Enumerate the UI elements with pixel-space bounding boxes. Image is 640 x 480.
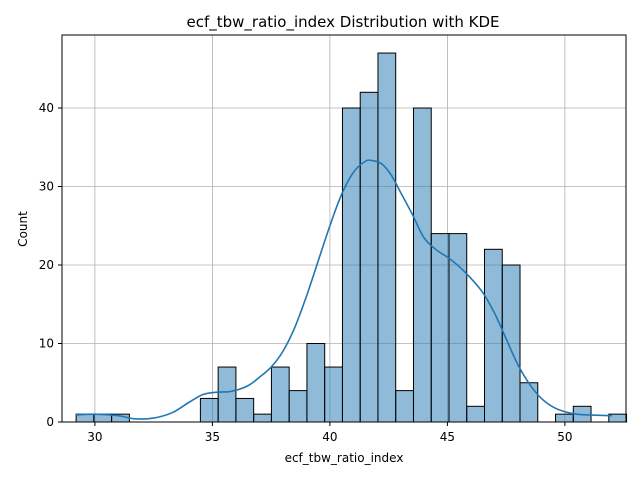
- histogram-bar: [324, 366, 343, 423]
- y-tick-label: 30: [39, 180, 54, 194]
- histogram-bar: [288, 390, 308, 423]
- y-tick-label: 20: [39, 258, 54, 272]
- histogram-bar: [341, 107, 361, 423]
- histogram-bar: [466, 405, 486, 423]
- histogram-bar: [519, 382, 539, 423]
- histogram-bar: [555, 413, 574, 423]
- ticks-layer: 30 35 40 45 50 0 10 20 30 40: [39, 101, 573, 444]
- x-tick-label: 35: [205, 430, 220, 444]
- histogram-bar: [235, 397, 255, 423]
- histogram-bar: [306, 343, 326, 423]
- y-tick-label: 40: [39, 101, 54, 115]
- histogram-bar: [448, 233, 468, 423]
- histogram-bar: [253, 413, 272, 423]
- y-tick-label: 10: [39, 337, 54, 351]
- kde-curve: [76, 159, 612, 420]
- histogram-bar: [217, 366, 237, 423]
- plot-frame: [61, 34, 627, 423]
- x-axis-label: ecf_tbw_ratio_index: [285, 451, 404, 465]
- bars-layer: [75, 52, 628, 423]
- histogram-bar: [484, 248, 503, 423]
- x-tick-label: 30: [87, 430, 102, 444]
- histogram-bar: [395, 390, 414, 423]
- histogram-bar: [501, 264, 521, 423]
- histogram-bar: [430, 233, 450, 423]
- histogram-bar: [377, 52, 397, 423]
- histogram-bar: [199, 397, 219, 423]
- x-tick-label: 40: [322, 430, 337, 444]
- histogram-bar: [270, 366, 290, 423]
- histogram-bar: [412, 107, 432, 423]
- y-axis-label: Count: [16, 211, 30, 247]
- chart-title: ecf_tbw_ratio_index Distribution with KD…: [186, 13, 499, 32]
- histogram-bar: [359, 91, 379, 423]
- x-tick-label: 45: [440, 430, 455, 444]
- y-tick-label: 0: [46, 415, 54, 429]
- x-tick-label: 50: [557, 430, 572, 444]
